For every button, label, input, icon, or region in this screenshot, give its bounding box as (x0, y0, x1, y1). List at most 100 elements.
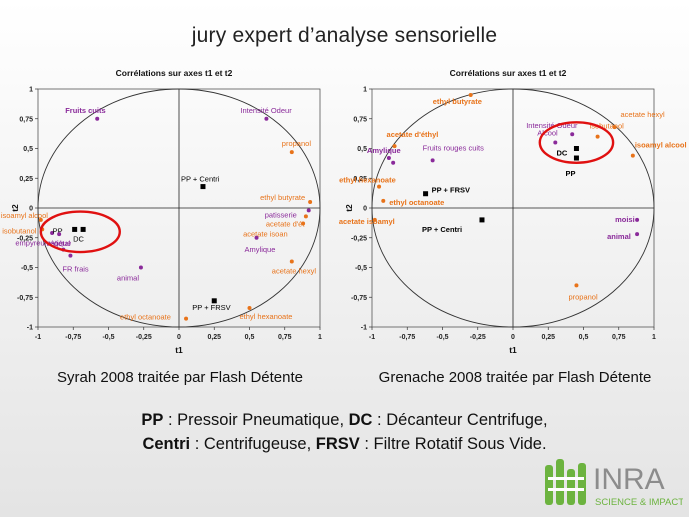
data-point-label: ethyl hexanoate (339, 176, 396, 185)
data-point (138, 265, 143, 270)
abbr-dc-text: : Décanteur Centrifuge, (372, 411, 548, 429)
data-point (254, 235, 259, 240)
data-point-label: FR frais (62, 265, 89, 274)
data-point (289, 150, 294, 155)
scatter-chart-syrah: Corrélations sur axes t1 et t2 -1 -0,75 -0,… (1, 68, 322, 355)
y-tick-label: 1 (363, 87, 367, 94)
data-point (392, 144, 397, 149)
y-tick-label: 0,5 (357, 146, 367, 153)
chart-caption-syrah: Syrah 2008 traitée par Flash Détente (57, 369, 303, 386)
data-point (595, 134, 600, 139)
data-point-label: Fruits cuits (65, 106, 105, 115)
data-point (430, 158, 435, 163)
data-point (57, 232, 62, 237)
abbr-centri-text: : Centrifugeuse, (190, 435, 316, 453)
data-point-label: animal (117, 274, 139, 283)
data-point (377, 184, 382, 189)
x-tick-label: -0,75 (399, 334, 415, 341)
data-point-label: acetate isoan (243, 229, 288, 238)
data-point-label: isobutanol (590, 122, 625, 131)
y-tick-label: 0,5 (23, 146, 33, 153)
data-point (306, 208, 311, 213)
data-point-label: isoamyl alcool (1, 211, 48, 220)
data-point-square (573, 155, 579, 161)
x-tick-label: 0,5 (579, 334, 589, 341)
data-point-label: Intensité Odeur (526, 121, 578, 130)
data-point-label: Intensité Odeur (240, 106, 292, 115)
data-point-label: propanol (568, 292, 598, 301)
data-point (95, 116, 100, 121)
data-point-label: propanol (282, 139, 312, 148)
data-point-label: acetate hexyl (272, 267, 317, 276)
chart-title: Corrélations sur axes t1 et t2 (450, 68, 567, 78)
data-point-label: ethyl butyrate (433, 97, 482, 106)
abbreviation-legend: PP : Pressoir Pneumatique, DC : Décanteu… (0, 408, 689, 456)
data-point-label: moisi (615, 215, 635, 224)
data-point (468, 92, 473, 97)
data-point-square (200, 184, 206, 190)
data-point (574, 283, 579, 288)
data-point-square (479, 217, 485, 223)
x-tick-label: 0,25 (541, 334, 555, 341)
x-tick-label: -1 (369, 334, 375, 341)
data-point-label: PP (53, 226, 63, 235)
y-tick-label: -0,25 (351, 235, 367, 242)
x-tick-label: 0,75 (278, 334, 292, 341)
data-point-label: Fruits rouges cuits (423, 143, 485, 152)
abbr-frsv: FRSV (315, 435, 360, 453)
y-tick-label: 0,75 (19, 116, 33, 123)
highlight-circle (538, 121, 615, 164)
data-point-label: acetate d'ét (266, 219, 305, 228)
data-point (68, 253, 73, 258)
data-point-label: isoamyl alcool (635, 141, 687, 150)
data-point-label: végétal (46, 239, 71, 248)
data-point (630, 153, 635, 158)
data-point-label: Amylique (245, 245, 276, 254)
y-tick-label: -0,75 (17, 295, 33, 302)
y-axis-label: t2 (10, 204, 20, 212)
data-point (50, 230, 55, 235)
highlight-circle (39, 210, 121, 254)
y-tick-label: 0,75 (353, 116, 367, 123)
x-tick-label: 1 (318, 334, 322, 341)
y-tick-label: 0 (363, 206, 367, 213)
x-tick-label: -1 (35, 334, 41, 341)
data-point-label: PP + Centri (181, 175, 220, 184)
data-point (247, 305, 252, 310)
data-point-label: patisserie (265, 210, 297, 219)
chart-title: Corrélations sur axes t1 et t2 (116, 68, 233, 78)
data-point (391, 160, 396, 165)
x-tick-label: -0,5 (102, 334, 114, 341)
x-tick-label: 0,5 (245, 334, 255, 341)
slide-title: jury expert d’analyse sensorielle (191, 24, 498, 47)
y-tick-label: 1 (29, 87, 33, 94)
legend-line-2: Centri : Centrifugeuse, FRSV : Filtre Ro… (0, 432, 689, 456)
data-point (308, 200, 313, 205)
x-tick-label: -0,75 (65, 334, 81, 341)
data-point-label: PP (565, 169, 575, 178)
y-tick-label: 0,25 (353, 176, 367, 183)
scatter-chart-grenache: Corrélations sur axes t1 et t2 -1 -0,75 -0,… (339, 68, 687, 355)
data-point-label: acetate isoamyl (339, 217, 395, 226)
data-point (38, 217, 43, 222)
x-tick-label: 0 (177, 334, 181, 341)
data-point (381, 198, 386, 203)
x-tick-label: 0,75 (612, 334, 626, 341)
inra-logo-name: INRA (593, 463, 665, 496)
data-point-label: DC (556, 149, 567, 158)
data-point (372, 217, 377, 222)
y-tick-label: -0,5 (355, 265, 367, 272)
inra-logo: INRA SCIENCE & IMPACT (545, 459, 683, 508)
data-point (301, 221, 306, 226)
data-point-label: ethyl octanoate (120, 313, 171, 322)
data-point-label: Alcool (537, 129, 558, 138)
y-tick-label: -0,5 (21, 265, 33, 272)
y-tick-label: -1 (27, 325, 33, 332)
data-point-label: PP + FRSV (432, 186, 470, 195)
y-tick-label: -1 (361, 325, 367, 332)
data-point (635, 217, 640, 222)
data-point-label: acetate d'éthyl (387, 130, 439, 139)
data-point (184, 316, 189, 321)
data-point-label: acetate hexyl (621, 110, 666, 119)
abbr-centri: Centri (142, 435, 191, 453)
